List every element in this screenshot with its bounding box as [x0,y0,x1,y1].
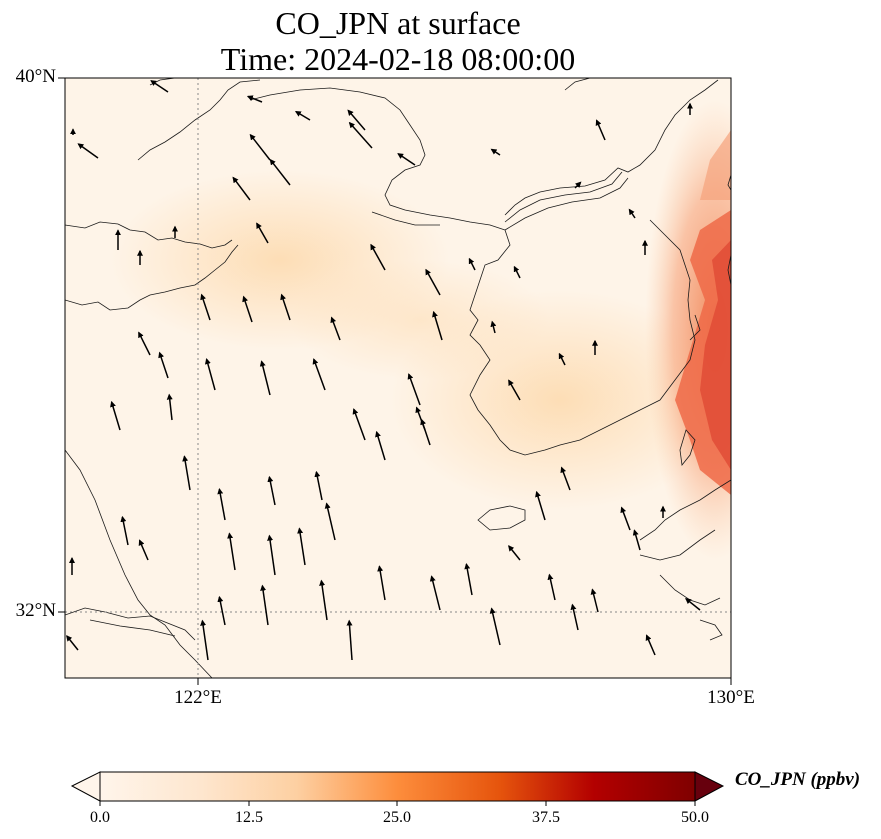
wind-arrow [508,545,521,561]
wind-arrow [319,579,328,621]
wind-arrow [280,293,291,321]
wind-arrow [330,316,341,341]
wind-arrow [375,430,386,461]
wind-arrow [632,529,641,551]
lon-label-130e: 130°E [707,687,755,708]
wind-arrow [249,133,271,161]
colorbar-gradient [99,771,696,802]
wind-arrow [242,295,253,323]
wind-arrow [324,502,336,541]
wind-arrow [346,619,353,661]
wind-arrow [415,406,426,431]
map-title-line-1: CO_JPN at surface [275,5,521,41]
wind-arrow [352,408,366,441]
colorbar-max-extension [694,771,725,802]
wind-arrow [489,607,501,646]
wind-arrow [570,603,579,631]
wind-arrow [204,358,216,391]
wind-arrow [200,619,209,661]
coastlines [65,78,731,678]
wind-arrow [348,121,373,149]
wind-arrow [377,565,386,601]
wind-vectors [66,80,701,661]
wind-arrow [260,584,269,626]
colorbar-tick-2: 25.0 [383,809,411,826]
wind-arrow [397,153,416,166]
wind-arrow [535,490,546,521]
wind-arrow [66,635,79,651]
wind-arrow [227,532,236,571]
wind-arrow [425,268,441,296]
wind-arrow [574,181,582,189]
wind-arrow [314,470,323,501]
wind-arrow [267,475,276,506]
wind-arrow [232,176,251,201]
wind-arrow [464,563,473,596]
colorbar-tick-4: 50.0 [681,809,709,826]
wind-arrow [269,158,291,186]
map-title-line-2: Time: 2024-02-18 08:00:00 [220,41,576,77]
wind-arrow [138,539,149,561]
wind-arrow [645,634,656,656]
colorbar-tick-1: 12.5 [235,809,263,826]
wind-arrow [217,488,226,521]
wind-arrow [429,575,441,611]
wind-arrow [246,95,263,103]
wind-arrow [432,310,443,341]
wind-arrow [294,110,311,121]
lon-label-122e: 122°E [174,687,222,708]
wind-arrow [138,331,151,356]
wind-arrow [590,588,599,613]
wind-arrow [468,257,476,271]
wind-arrow [158,351,169,379]
wind-arrow [120,515,129,546]
wind-arrow [217,595,226,626]
wind-arrow [297,527,306,566]
wind-arrow [259,360,271,396]
colorbar [70,771,725,806]
wind-arrow [685,598,701,611]
wind-arrow [200,293,211,321]
wind-arrow [595,119,606,141]
map-frame [64,77,732,679]
colorbar-min-extension [70,771,101,802]
wind-arrow [490,320,497,334]
colorbar-tick-0: 0.0 [90,809,110,826]
colorbar-tick-3: 37.5 [532,809,560,826]
lat-label-40n: 40°N [15,66,56,87]
gridlines [65,78,731,678]
wind-arrow [547,573,556,601]
wind-arrow [110,400,121,431]
wind-arrow [267,534,276,576]
wind-arrow [256,222,269,244]
wind-arrow [150,80,169,93]
wind-arrow [312,358,326,391]
wind-arrow [370,243,386,271]
colorbar-label: CO_JPN (ppbv) [735,769,861,790]
lat-label-32n: 32°N [15,600,56,621]
wind-arrow [166,393,173,421]
wind-arrow [77,143,99,159]
wind-arrow [628,208,636,219]
wind-arrow [620,506,631,531]
wind-arrow [182,455,191,491]
wind-arrow [490,148,501,156]
axis-ticks [58,77,732,685]
wind-arrow [508,379,521,401]
wind-arrow [558,352,566,366]
co-concentration-field [65,78,731,678]
wind-arrow [347,109,366,131]
wind-arrow [560,466,571,491]
wind-arrow [513,265,521,279]
high-co-plume [675,130,731,495]
wind-arrow [407,373,421,406]
